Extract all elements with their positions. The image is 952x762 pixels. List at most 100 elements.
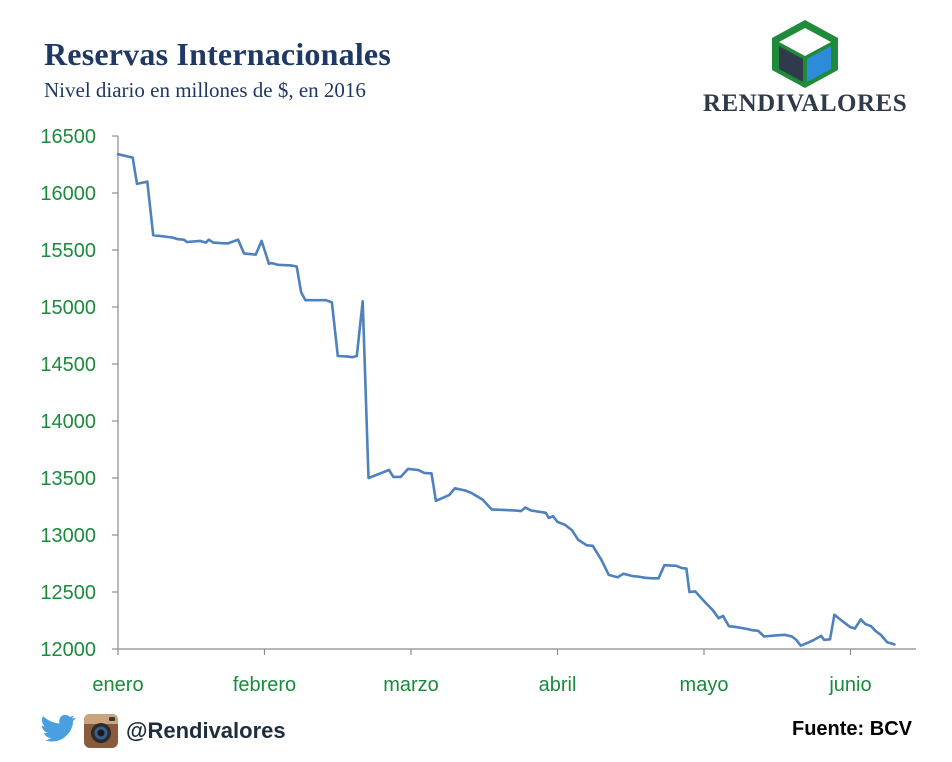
data-point — [392, 475, 395, 479]
x-tick-label: febrero — [233, 674, 296, 696]
data-point — [304, 299, 307, 302]
data-point — [607, 573, 610, 577]
chart-title: Reservas Internacionales — [44, 36, 391, 72]
data-point — [874, 629, 877, 632]
y-tick-label: 16500 — [40, 126, 96, 148]
data-point — [152, 234, 155, 237]
data-point — [591, 544, 594, 547]
data-point — [843, 621, 846, 624]
data-point — [453, 487, 457, 490]
data-point — [220, 242, 224, 245]
data-point — [116, 153, 120, 156]
data-point — [795, 638, 798, 642]
instagram-icon[interactable] — [84, 714, 118, 748]
data-point — [387, 468, 391, 472]
data-point — [849, 626, 852, 629]
x-tick-label: enero — [92, 674, 143, 696]
data-point — [663, 564, 666, 567]
data-point — [204, 241, 208, 244]
data-point — [551, 515, 555, 518]
data-point — [702, 599, 706, 603]
data-point — [212, 241, 215, 244]
data-point — [547, 516, 550, 520]
data-point — [839, 618, 842, 621]
data-point — [351, 356, 354, 359]
data-point — [688, 590, 691, 594]
data-point — [822, 638, 826, 642]
data-point — [324, 299, 328, 302]
data-point — [644, 576, 647, 579]
data-point — [490, 508, 493, 511]
x-tick-label: mayo — [680, 674, 729, 696]
x-axis: enero febrero marzo abril mayo junio — [92, 648, 916, 696]
data-point — [276, 263, 279, 266]
brand-logo: RENDIVALORES — [690, 18, 920, 118]
data-point — [820, 634, 823, 638]
data-source: Fuente: BCV — [792, 718, 912, 740]
data-point — [799, 644, 802, 647]
data-point — [733, 625, 736, 628]
data-point — [585, 544, 588, 547]
data-point — [295, 265, 298, 268]
data-point — [513, 509, 517, 512]
brand-name: RENDIVALORES — [702, 90, 908, 117]
x-tick-label: abril — [539, 674, 577, 696]
data-point — [406, 467, 410, 471]
twitter-icon[interactable] — [40, 714, 76, 742]
data-point — [355, 354, 358, 358]
y-tick-label: 14000 — [40, 411, 96, 433]
data-point — [254, 253, 257, 256]
x-tick-label: marzo — [383, 674, 439, 696]
data-point — [236, 238, 240, 241]
data-point — [260, 239, 263, 243]
data-point — [198, 239, 202, 243]
data-point — [727, 625, 731, 628]
data-point — [270, 261, 273, 265]
data-point — [289, 264, 293, 267]
data-point — [131, 156, 134, 159]
data-point — [330, 301, 334, 304]
data-point — [762, 635, 766, 638]
data-point — [631, 574, 634, 578]
y-tick-label: 15000 — [40, 297, 96, 319]
reserves-line-chart: 12000 12500 13000 13500 14000 14500 15000 15500… — [40, 126, 916, 696]
data-point — [893, 643, 896, 646]
data-point — [267, 262, 271, 265]
data-point — [757, 629, 760, 632]
data-point — [746, 627, 750, 631]
data-point — [176, 238, 180, 241]
data-point — [171, 236, 174, 239]
data-point — [833, 613, 836, 616]
data-point — [576, 538, 580, 541]
data-point — [146, 180, 149, 183]
data-point — [519, 509, 523, 513]
data-point — [869, 625, 873, 628]
series-line — [116, 152, 896, 647]
data-point — [600, 558, 603, 562]
data-point — [399, 475, 402, 479]
social-icons — [40, 714, 118, 748]
data-point — [207, 238, 210, 241]
y-tick-label: 13000 — [40, 525, 96, 547]
data-point — [571, 529, 574, 532]
x-tick-label: junio — [828, 674, 871, 696]
social-handle[interactable]: @Rendivalores — [126, 718, 286, 743]
chart-subtitle: Nivel diario en millones de $, en 2016 — [44, 78, 366, 102]
data-point — [863, 622, 867, 626]
y-tick-label: 16000 — [40, 183, 96, 205]
data-point — [185, 240, 189, 244]
y-tick-label: 15500 — [40, 240, 96, 262]
data-point — [685, 567, 688, 570]
data-point — [812, 638, 816, 642]
data-point — [447, 493, 451, 497]
data-point — [475, 495, 479, 498]
data-point — [853, 627, 857, 630]
data-point — [336, 354, 339, 358]
data-point — [622, 572, 625, 575]
data-point — [242, 252, 246, 255]
y-tick-label: 13500 — [40, 468, 96, 490]
data-point — [783, 633, 786, 636]
data-point — [346, 355, 350, 358]
data-point — [464, 489, 467, 492]
data-point — [657, 577, 660, 580]
